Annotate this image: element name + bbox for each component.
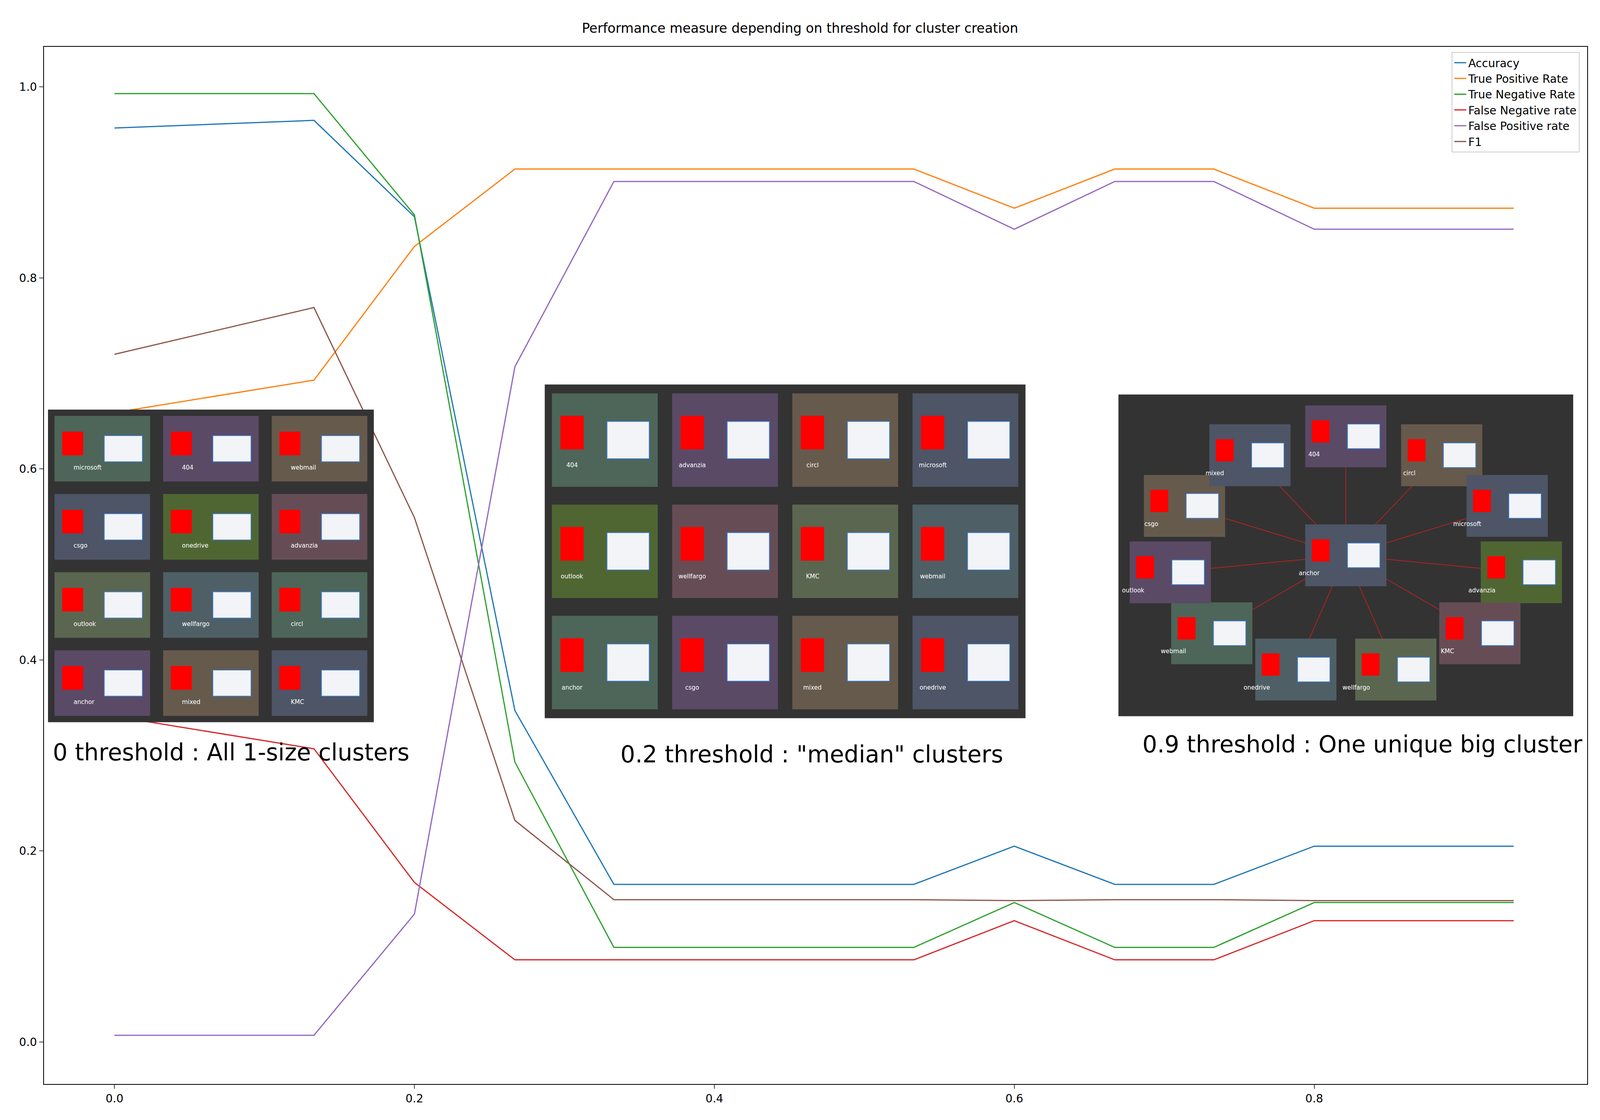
svg-text:mixed: mixed	[182, 698, 201, 706]
svg-text:circl: circl	[806, 461, 819, 469]
svg-text:0.9 threshold : One unique big: 0.9 threshold : One unique big cluster	[1142, 730, 1583, 758]
svg-text:mixed: mixed	[1205, 469, 1224, 477]
svg-text:True Positive Rate: True Positive Rate	[1468, 72, 1568, 86]
svg-text:KMC: KMC	[290, 698, 304, 706]
svg-text:webmail: webmail	[1160, 647, 1186, 655]
svg-text:0.2: 0.2	[19, 844, 38, 858]
svg-text:anchor: anchor	[561, 684, 583, 692]
svg-text:0.2: 0.2	[405, 1092, 424, 1106]
svg-text:anchor: anchor	[73, 698, 95, 706]
svg-text:microsoft: microsoft	[1453, 520, 1482, 528]
svg-text:0.2 threshold : "median" clust: 0.2 threshold : "median" clusters	[620, 740, 1004, 768]
svg-text:circl: circl	[290, 620, 304, 628]
svg-text:0.0: 0.0	[19, 1035, 38, 1049]
svg-text:404: 404	[182, 464, 194, 472]
svg-text:circl: circl	[1403, 469, 1416, 477]
svg-text:0.0: 0.0	[105, 1092, 124, 1106]
svg-text:advanzia: advanzia	[290, 542, 318, 550]
svg-text:False Positive rate: False Positive rate	[1468, 119, 1570, 133]
svg-text:KMC: KMC	[806, 572, 820, 580]
svg-text:csgo: csgo	[1144, 520, 1159, 528]
svg-text:microsoft: microsoft	[918, 461, 947, 469]
svg-text:wellfargo: wellfargo	[1342, 684, 1370, 692]
svg-text:Performance measure depending: Performance measure depending on thresho…	[582, 20, 1019, 36]
svg-text:outlook: outlook	[560, 572, 584, 580]
svg-text:F1: F1	[1468, 135, 1482, 149]
svg-text:csgo: csgo	[73, 542, 88, 550]
svg-text:advanzia: advanzia	[678, 461, 706, 469]
svg-text:wellfargo: wellfargo	[678, 572, 706, 580]
svg-text:404: 404	[566, 461, 578, 469]
svg-text:mixed: mixed	[803, 684, 822, 692]
svg-text:advanzia: advanzia	[1468, 586, 1496, 594]
svg-text:True Negative Rate: True Negative Rate	[1468, 88, 1576, 102]
svg-text:0.6: 0.6	[1005, 1092, 1024, 1106]
svg-text:Accuracy: Accuracy	[1468, 56, 1520, 70]
svg-text:wellfargo: wellfargo	[182, 620, 210, 628]
svg-text:onedrive: onedrive	[919, 684, 946, 692]
svg-text:0 threshold : All 1-size clust: 0 threshold : All 1-size clusters	[52, 738, 410, 766]
svg-text:outlook: outlook	[1122, 586, 1145, 594]
svg-text:csgo: csgo	[685, 684, 700, 692]
svg-text:False Negative rate: False Negative rate	[1468, 104, 1577, 118]
svg-text:microsoft: microsoft	[73, 464, 102, 472]
svg-text:0.4: 0.4	[19, 653, 38, 667]
svg-text:0.4: 0.4	[705, 1092, 724, 1106]
svg-text:KMC: KMC	[1440, 647, 1454, 655]
svg-text:404: 404	[1308, 450, 1320, 458]
svg-text:outlook: outlook	[73, 620, 96, 628]
svg-text:webmail: webmail	[920, 572, 946, 580]
svg-text:onedrive: onedrive	[182, 542, 209, 550]
svg-text:0.6: 0.6	[19, 462, 38, 476]
svg-text:1.0: 1.0	[19, 80, 38, 94]
svg-text:onedrive: onedrive	[1243, 684, 1270, 692]
svg-text:0.8: 0.8	[19, 271, 38, 285]
svg-text:webmail: webmail	[290, 464, 316, 472]
svg-text:0.8: 0.8	[1305, 1092, 1324, 1106]
svg-text:anchor: anchor	[1298, 569, 1320, 577]
